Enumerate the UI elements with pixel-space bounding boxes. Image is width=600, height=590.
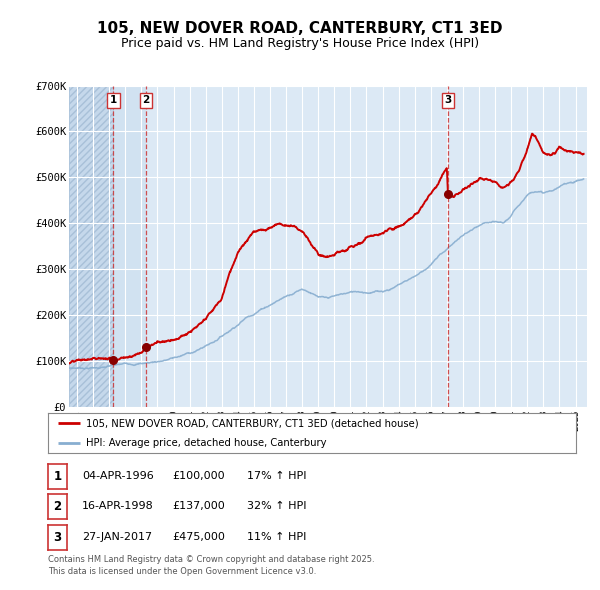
Text: 105, NEW DOVER ROAD, CANTERBURY, CT1 3ED: 105, NEW DOVER ROAD, CANTERBURY, CT1 3ED (97, 21, 503, 35)
Text: 2: 2 (53, 500, 62, 513)
Text: Price paid vs. HM Land Registry's House Price Index (HPI): Price paid vs. HM Land Registry's House … (121, 37, 479, 50)
Text: 32% ↑ HPI: 32% ↑ HPI (247, 502, 307, 511)
Bar (113, 86, 146, 407)
Text: £137,000: £137,000 (172, 502, 225, 511)
Text: £100,000: £100,000 (172, 471, 225, 480)
Text: Contains HM Land Registry data © Crown copyright and database right 2025.
This d: Contains HM Land Registry data © Crown c… (48, 555, 374, 576)
Text: 1: 1 (110, 95, 117, 105)
Text: 3: 3 (445, 95, 452, 105)
Text: 04-APR-1996: 04-APR-1996 (82, 471, 154, 480)
Text: 17% ↑ HPI: 17% ↑ HPI (247, 471, 307, 480)
Bar (69, 86, 113, 407)
Text: 27-JAN-2017: 27-JAN-2017 (82, 532, 152, 542)
Text: 16-APR-1998: 16-APR-1998 (82, 502, 154, 511)
Text: 2: 2 (142, 95, 149, 105)
Text: 105, NEW DOVER ROAD, CANTERBURY, CT1 3ED (detached house): 105, NEW DOVER ROAD, CANTERBURY, CT1 3ED… (86, 418, 419, 428)
Text: HPI: Average price, detached house, Canterbury: HPI: Average price, detached house, Cant… (86, 438, 326, 448)
Bar (69, 86, 113, 407)
Text: 3: 3 (53, 531, 62, 544)
Text: £475,000: £475,000 (172, 532, 225, 542)
Text: 11% ↑ HPI: 11% ↑ HPI (247, 532, 307, 542)
Text: 1: 1 (53, 470, 62, 483)
